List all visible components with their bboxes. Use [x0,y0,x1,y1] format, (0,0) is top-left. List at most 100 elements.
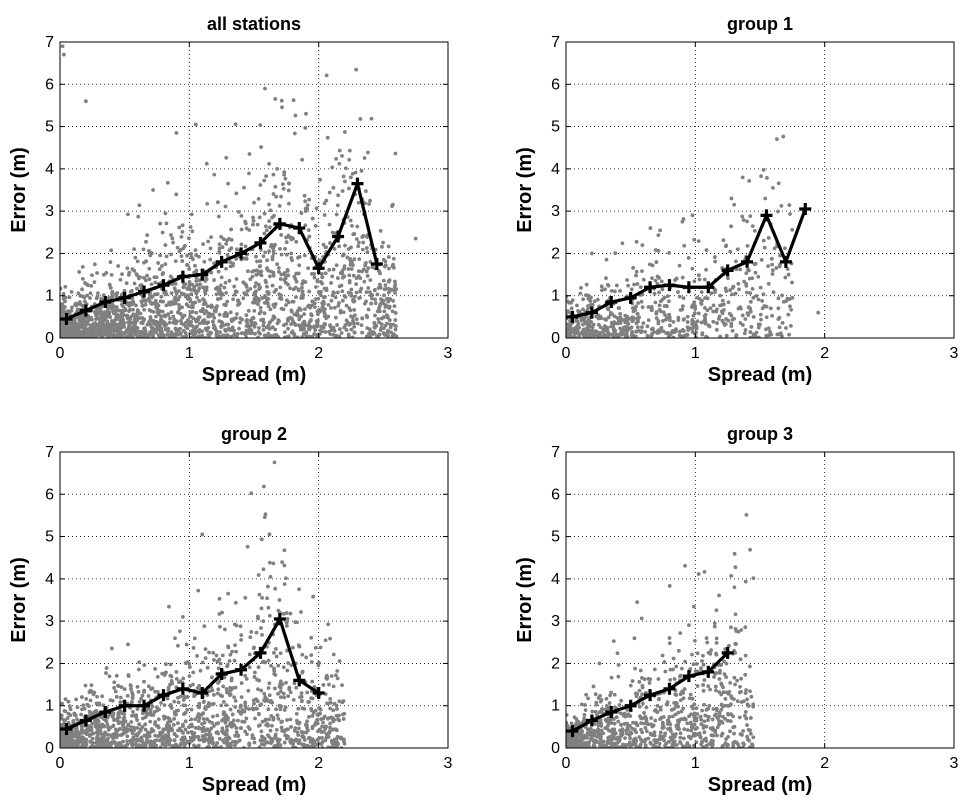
scatter-point [223,720,228,725]
scatter-point [618,332,623,337]
scatter-point [584,282,589,287]
scatter-point [252,645,256,650]
scatter-point [277,598,282,602]
scatter-point [342,737,346,742]
scatter-point [252,308,257,313]
scatter-point [291,319,295,324]
scatter-point [192,326,197,331]
scatter-point [314,206,319,211]
scatter-point [590,325,595,330]
scatter-point [585,307,590,312]
scatter-point [158,253,163,258]
scatter-point [350,335,355,338]
scatter-point [342,179,347,184]
scatter-point [263,224,268,229]
mean-marker [566,310,579,323]
scatter-point [174,131,179,135]
scatter-point [325,135,330,140]
scatter-point [233,122,238,127]
scatter-point [770,313,774,318]
scatter-point [162,321,166,326]
scatter-point [386,315,390,320]
scatter-point [777,325,782,330]
scatter-point [138,737,143,742]
scatter-point [620,241,625,246]
scatter-point [383,323,388,328]
scatter-point [388,325,393,330]
scatter-point [190,738,194,743]
scatter-point [312,739,317,744]
scatter-point [265,258,270,263]
scatter-point [89,283,94,288]
mean-marker [215,255,228,268]
scatter-point [284,611,289,615]
scatter-point [110,715,115,719]
scatter-point [301,293,306,298]
x-tick-label: 0 [56,755,65,772]
scatter-point [789,307,794,312]
scatter-point [272,290,277,294]
scatter-point [326,716,331,721]
scatter-point [255,677,259,682]
scatter-point [223,328,227,332]
scatter-point [279,272,284,277]
scatter-point [321,683,326,687]
scatter-point [760,306,765,311]
scatter-point [294,239,299,244]
mean-marker [312,262,325,275]
scatter-point [277,296,282,300]
scatter-point [650,276,654,281]
scatter-point [237,326,241,331]
scatter-point [677,294,682,299]
scatter-point [135,684,140,689]
scatter-point [209,304,213,309]
scatter-point [321,720,325,725]
scatter-point [268,320,272,325]
scatter-point [158,333,163,338]
scatter-point [634,269,639,274]
scatter-point [329,281,333,285]
scatter-point [103,738,108,743]
scatter-point [334,744,338,748]
scatter-point [108,698,113,703]
scatter-point [255,298,260,303]
scatter-point [366,266,371,270]
mean-marker [605,296,618,309]
scatter-point [333,295,338,300]
scatter-point [256,724,261,728]
scatter-point [629,287,634,292]
scatter-point [671,667,675,672]
scatter-point [105,722,110,727]
scatter-point [393,318,398,322]
scatter-point [140,335,145,338]
scatter-point [584,334,589,338]
scatter-point [163,262,168,267]
scatter-point [272,305,277,309]
scatter-point [695,319,700,324]
scatter-point [206,239,210,244]
scatter-point [89,329,94,334]
scatter-point [328,721,332,726]
scatter-point [567,335,572,338]
scatter-point [129,728,134,733]
scatter-point [261,619,266,624]
scatter-point [724,289,729,294]
scatter-point [74,697,79,702]
scatter-point [232,316,236,321]
scatter-point [751,704,756,709]
scatter-point [368,198,372,203]
scatter-point [96,739,101,743]
scatter-point [225,715,230,720]
scatter-point [208,732,213,737]
scatter-point [137,330,142,335]
scatter-point [263,250,268,255]
scatter-point [245,732,249,737]
scatter-point [265,301,270,306]
scatter-point [352,321,356,326]
scatter-point [223,280,228,285]
scatter-point [202,259,207,264]
scatter-point [222,312,227,317]
scatter-point [163,211,168,216]
scatter-point [102,317,106,322]
scatter-point [83,331,88,336]
